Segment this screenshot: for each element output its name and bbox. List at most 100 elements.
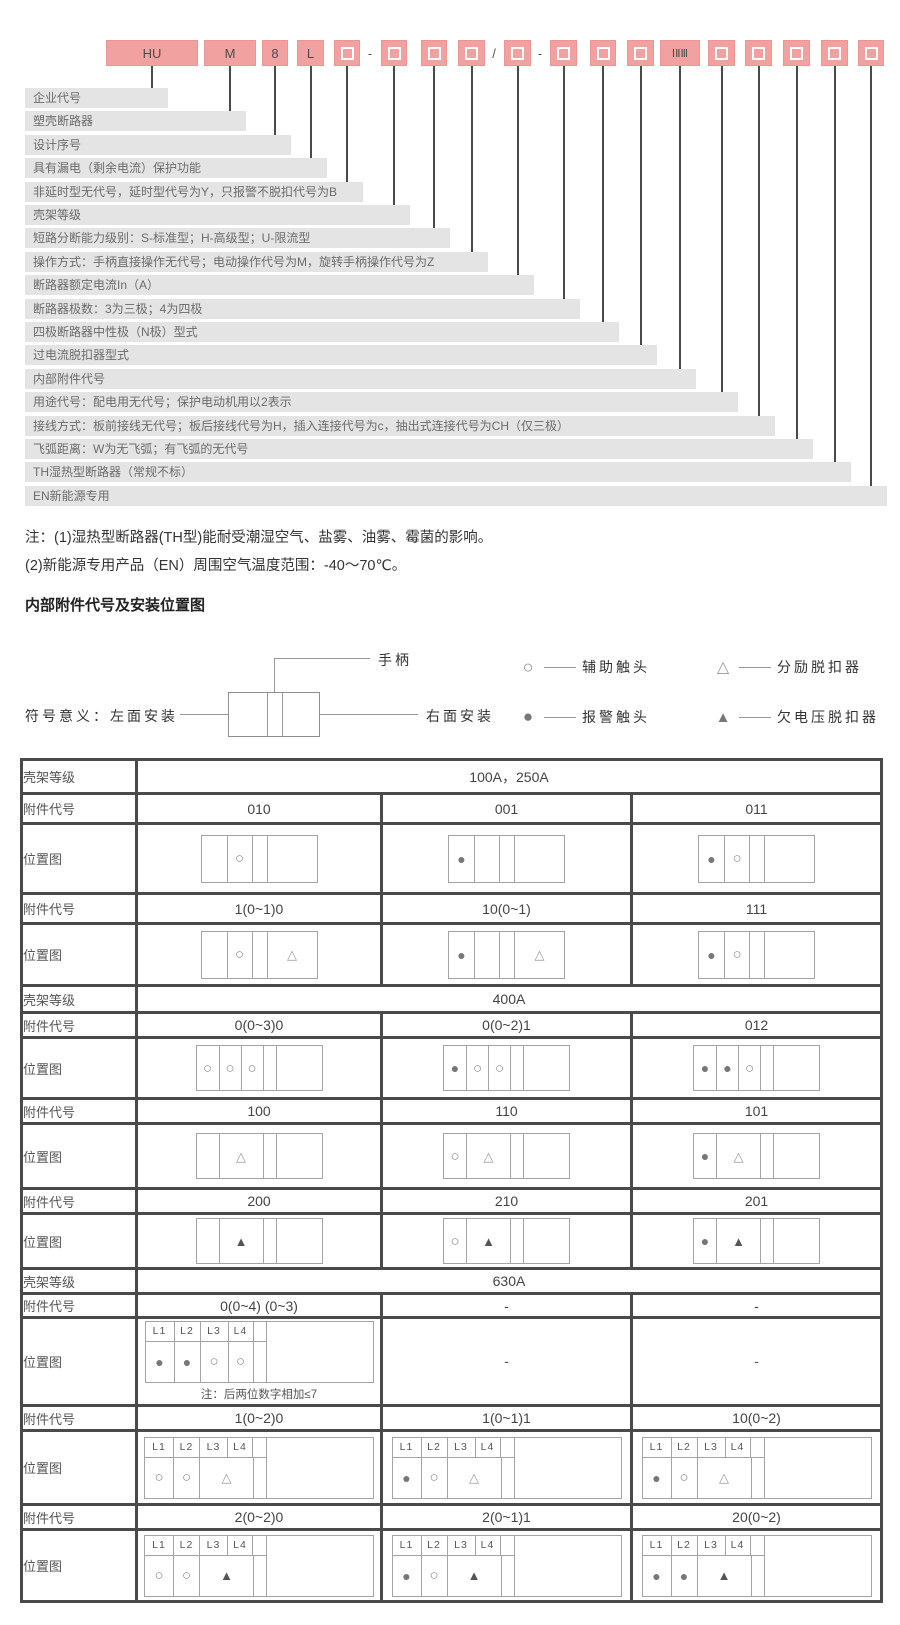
accessory-code-cell: 0(0~4) (0~3) (135, 1292, 383, 1319)
alarm-contact-icon: ● (457, 850, 466, 867)
position-diagram: L1 L2 L3 L4 ● ● ▲ (641, 1534, 872, 1597)
narrow-cell (252, 1535, 265, 1555)
undervoltage-release-icon: ▲ (482, 1233, 495, 1249)
placeholder-square-icon (715, 46, 728, 60)
undervoltage-release-icon: ▲ (715, 708, 731, 726)
position-diagram-box: L1 L2 L3 L4 ● ○ △ (641, 1436, 872, 1499)
legend-item-auxiliary-contact: ○ 辅助触头 (518, 656, 650, 678)
alarm-contact-icon: ● (679, 1567, 689, 1584)
accessory-code-row: 附件代号 2(0~2)0 2(0~1)1 20(0~2) (20, 1503, 883, 1531)
position-diagram-box: L1 L2 L3 L4 ● ○ △ (391, 1436, 622, 1499)
placeholder-square-icon (864, 46, 878, 60)
position-diagram-cell: ● △ (380, 922, 633, 987)
position-diagram-cell: ○ △ (380, 1122, 633, 1190)
position-diagram-label: 位置图 (20, 1036, 138, 1100)
model-box-placeholder (458, 40, 485, 66)
diagram-body-row: ● ● ○ ○ (146, 1341, 266, 1382)
position-diagram-cell: ● (380, 822, 633, 895)
placeholder-square-icon (557, 46, 570, 60)
diagram-slot: ○ (444, 1219, 466, 1263)
accessory-code-row: 附件代号 1(0~1)0 10(0~1) 111 (20, 892, 883, 925)
diagram-slot (523, 1134, 569, 1178)
diagram-slot: ○ (466, 1046, 488, 1090)
model-drop-line (870, 66, 872, 486)
position-diagram: ○ (200, 834, 318, 883)
diagram-slot (773, 1134, 819, 1178)
pole-header-cell: L4 (474, 1535, 500, 1555)
position-diagram-cell: L1 L2 L3 L4 ● ○ △ (630, 1429, 883, 1506)
frame-grade-label: 壳架等级 (20, 984, 138, 1014)
pole-header-cell: L2 (173, 1321, 200, 1341)
undervoltage-release-icon: ▲ (717, 1568, 731, 1583)
model-drop-line (393, 66, 395, 205)
legend-label: 报警触头 (582, 709, 650, 725)
placeholder-square-icon (752, 46, 765, 60)
diagram-slot (510, 1046, 523, 1090)
diagram-header-row: L1 L2 L3 L4 (642, 1535, 764, 1556)
diagram-header-row: L1 L2 L3 L4 (145, 1535, 266, 1556)
pole-header-cell: L1 (649, 1441, 664, 1453)
frame-grade-row: 壳架等级 400A (20, 984, 883, 1014)
position-diagram-row: 位置图 △ ○ △ ● △ (20, 1122, 883, 1190)
handle-pointer-hline (274, 658, 370, 659)
alarm-contact-icon: ● (700, 1233, 710, 1249)
auxiliary-contact-icon: ○ (247, 1059, 257, 1077)
accessory-code-row: 附件代号 100 110 101 (20, 1097, 883, 1125)
narrow-cell (252, 1321, 266, 1341)
model-box-placeholder (821, 40, 848, 66)
position-diagram-row: 位置图 ○ ● ● ○ (20, 822, 883, 895)
diagram-slot (266, 835, 317, 882)
narrow-cell (750, 1555, 764, 1596)
accessory-code-cell: 20(0~2) (630, 1503, 883, 1531)
diagram-grid: L1 L2 L3 L4 ● ○ △ (642, 1437, 764, 1498)
model-drop-line (833, 66, 836, 463)
diagram-grid: L1 L2 L3 L4 ○ ○ △ (145, 1437, 266, 1498)
model-separator: - (537, 45, 543, 61)
position-diagram-box: L1 L2 L3 L4 ● ● ○ ○ (144, 1320, 374, 1383)
diagram-right-area (266, 1437, 373, 1498)
placeholder-square-icon (511, 46, 524, 60)
pole-header-cell: L2 (173, 1437, 199, 1457)
position-diagram-cell: ○ △ (135, 922, 383, 987)
position-diagram-cell: L1 L2 L3 L4 ● ● ○ ○ 注：后两位数字相加≤7 (135, 1316, 383, 1407)
placeholder-square-icon (465, 46, 478, 60)
accessory-code-cell: 1(0~1)0 (135, 892, 383, 925)
handle-pointer-vline (274, 658, 275, 692)
pole-header-cell: L4 (227, 1321, 253, 1341)
diagram-slot (760, 1134, 773, 1178)
auxiliary-contact-icon: ○ (450, 1147, 460, 1165)
position-diagram-label: 位置图 (20, 1212, 138, 1270)
diagram-slot: ○ (240, 1046, 263, 1090)
model-separator: / (492, 45, 496, 61)
diagram-slot: ● (444, 1046, 466, 1090)
diagram-slot (749, 835, 764, 882)
diagram-slot: ▲ (716, 1219, 760, 1263)
model-label-bar: 断路器极数：3为三极；4为四极 (25, 298, 580, 319)
auxiliary-contact-icon: ○ (234, 850, 245, 867)
accessory-code-cell: 111 (630, 892, 883, 925)
frame-grade-row: 壳架等级 100A，250A (20, 758, 883, 795)
narrow-cell (253, 1457, 266, 1498)
narrow-cell (252, 1341, 266, 1382)
diagram-slot (202, 932, 227, 978)
position-diagram: ● ○ (698, 834, 815, 883)
breaker-outline-diagram (228, 692, 320, 737)
placeholder-square-icon (790, 46, 803, 60)
diagram-slot: ○ (227, 1341, 253, 1382)
placeholder-square-icon (634, 46, 647, 60)
diagram-body-row: ● ○ ▲ (393, 1555, 514, 1596)
auxiliary-contact-icon: ○ (744, 1059, 755, 1077)
diagram-header-row: L1 L2 L3 L4 (642, 1437, 764, 1458)
legend-label: 辅助触头 (582, 659, 650, 675)
diagram-slot: ● (694, 1219, 716, 1263)
alarm-contact-icon: ● (402, 1469, 411, 1486)
narrow-cell (750, 1457, 764, 1498)
position-diagram-cell: ○ ▲ (380, 1212, 633, 1270)
accessory-code-cell: 1(0~2)0 (135, 1404, 383, 1432)
diagram-slot: ○ (145, 1556, 173, 1596)
model-separator: - (367, 45, 373, 61)
narrow-cell (253, 1555, 266, 1596)
diagram-slot: ○ (145, 1458, 173, 1498)
auxiliary-contact-icon: ○ (154, 1469, 164, 1486)
position-diagram-row: 位置图 L1 L2 L3 L4 ○ ○ △ L1 L2 L3 L4 ● ○ △ L1 L2 L3 L4 ● ○ △ (20, 1429, 883, 1506)
